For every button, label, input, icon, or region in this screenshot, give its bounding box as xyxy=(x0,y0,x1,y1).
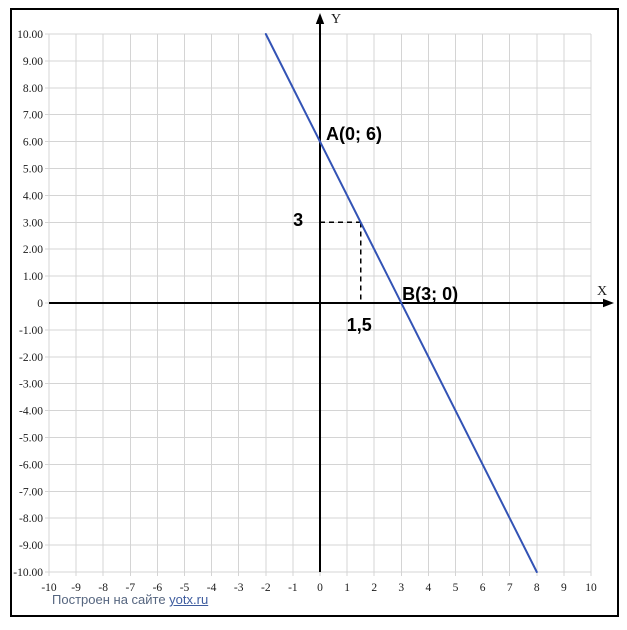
x-tick-label: -5 xyxy=(180,582,190,594)
annotation-label: B(3; 0) xyxy=(402,284,458,304)
annotation-label: 1,5 xyxy=(347,315,372,335)
y-tick-label: -3.00 xyxy=(19,379,43,391)
x-tick-label: 6 xyxy=(480,582,486,594)
x-tick-label: 4 xyxy=(426,582,432,594)
y-tick-label: -10.00 xyxy=(13,567,43,579)
y-tick-label: -1.00 xyxy=(19,325,43,337)
y-tick-label: 4.00 xyxy=(23,190,43,202)
x-tick-label: -7 xyxy=(126,582,136,594)
x-tick-label: 7 xyxy=(507,582,513,594)
x-tick-label: 9 xyxy=(561,582,567,594)
x-tick-label: 10 xyxy=(585,582,597,594)
x-tick-label: 8 xyxy=(534,582,540,594)
x-tick-label: -6 xyxy=(153,582,163,594)
x-tick-label: 2 xyxy=(371,582,377,594)
watermark-link[interactable]: yotx.ru xyxy=(169,592,209,607)
x-tick-label: 5 xyxy=(453,582,459,594)
y-tick-label: 7.00 xyxy=(23,110,43,122)
x-tick-label: 1 xyxy=(344,582,350,594)
y-tick-label: 10.00 xyxy=(17,29,43,41)
x-tick-label: -3 xyxy=(234,582,244,594)
function-line xyxy=(264,33,538,573)
y-tick-label: -4.00 xyxy=(19,406,43,418)
y-axis-arrow-icon xyxy=(315,13,325,24)
annotation-label: 3 xyxy=(293,210,303,230)
y-tick-label: -9.00 xyxy=(19,540,43,552)
y-tick-label: -7.00 xyxy=(19,486,43,498)
x-tick-label: 0 xyxy=(317,582,323,594)
y-tick-label: -2.00 xyxy=(19,352,43,364)
y-tick-label: 1.00 xyxy=(23,271,43,283)
x-axis-arrow-icon xyxy=(603,298,614,308)
y-tick-label: 0 xyxy=(37,298,43,310)
y-tick-label: 6.00 xyxy=(23,137,43,149)
x-tick-label: -2 xyxy=(261,582,271,594)
x-tick-label: -8 xyxy=(98,582,108,594)
x-tick-label: -10 xyxy=(41,582,57,594)
y-tick-label: -8.00 xyxy=(19,513,43,525)
y-tick-label: 2.00 xyxy=(23,244,43,256)
chart-border-frame xyxy=(10,8,619,617)
y-tick-label: -6.00 xyxy=(19,459,43,471)
x-tick-label: -4 xyxy=(207,582,217,594)
y-tick-label: -5.00 xyxy=(19,433,43,445)
y-axis-label: Y xyxy=(331,12,341,27)
y-tick-label: 8.00 xyxy=(23,83,43,95)
x-tick-label: -1 xyxy=(288,582,298,594)
y-tick-label: 3.00 xyxy=(23,217,43,229)
x-axis-label: X xyxy=(597,284,607,299)
x-tick-label: 3 xyxy=(398,582,404,594)
y-tick-label: 9.00 xyxy=(23,56,43,68)
watermark-text: Построен на сайте xyxy=(52,592,170,607)
watermark: Построен на сайте yotx.ru xyxy=(52,592,208,607)
annotation-label: A(0; 6) xyxy=(326,124,382,144)
x-tick-label: -9 xyxy=(71,582,81,594)
y-tick-label: 5.00 xyxy=(23,164,43,176)
